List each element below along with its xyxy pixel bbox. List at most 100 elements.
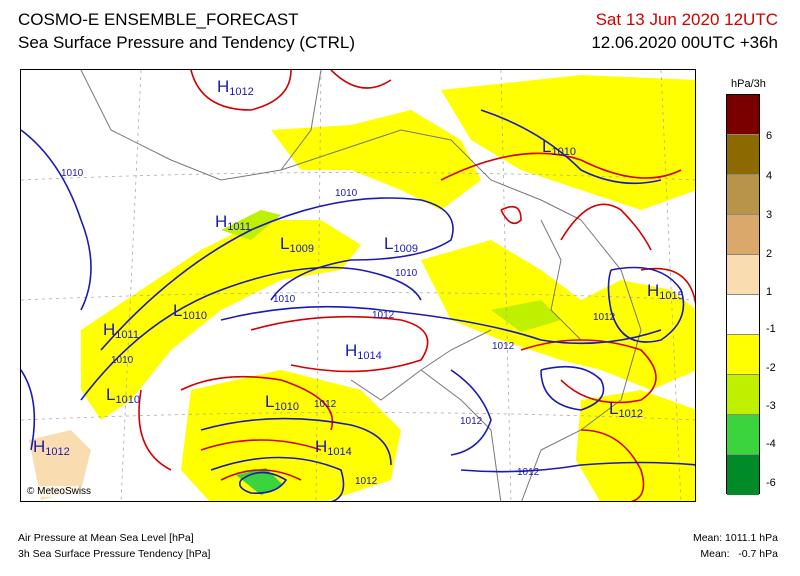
tendency-area	[421, 240, 695, 390]
legend-swatch	[727, 335, 759, 375]
isobar-label: 1012	[517, 467, 540, 478]
chart-title: COSMO-E ENSEMBLE_FORECAST	[18, 10, 299, 29]
isobar-label: 1010	[111, 355, 134, 366]
isobar	[138, 389, 172, 471]
border-line	[521, 219, 642, 501]
isobar	[180, 375, 334, 431]
grid-line	[660, 70, 682, 501]
isobar	[220, 469, 302, 481]
isobar	[580, 429, 645, 501]
border-line	[540, 219, 582, 341]
valid-time: Sat 13 Jun 2020 12UTC	[595, 10, 778, 29]
isobar	[520, 339, 657, 404]
grid-line	[500, 70, 512, 501]
legend-tick: 3	[766, 209, 773, 221]
isobar	[100, 197, 454, 351]
tendency-area	[221, 210, 281, 240]
isobar	[200, 439, 322, 451]
pressure-low: L1009	[384, 234, 418, 255]
tendency-area	[576, 390, 695, 501]
legend-swatch	[727, 415, 759, 455]
isobar	[250, 315, 429, 373]
isobar	[460, 461, 695, 473]
run-time: 12.06.2020 00UTC +36h	[591, 33, 778, 52]
isobar-label: 1010	[273, 294, 296, 305]
forecast-map: 1010 1010 1010 1010 1010 1012 1012 1012 …	[20, 69, 696, 502]
grid-line	[21, 292, 695, 301]
isobar	[607, 266, 685, 343]
pressure-high: H1012	[217, 77, 254, 98]
isobar	[200, 417, 392, 466]
isobar-label: 1012	[593, 312, 616, 323]
isobar	[500, 205, 522, 225]
isobar	[190, 70, 292, 111]
grid-line	[120, 70, 142, 501]
country-borders	[80, 70, 642, 501]
border-line	[420, 369, 502, 501]
pressure-low: L1010	[542, 137, 576, 158]
legend-tick: 4	[766, 170, 773, 182]
pressure-low: L1009	[280, 234, 314, 255]
tendency-area	[491, 300, 561, 332]
isobar	[210, 456, 345, 501]
tendency-area	[181, 370, 401, 501]
legend-swatch	[727, 175, 759, 215]
isobar-label: 1010	[335, 188, 358, 199]
isobar	[220, 305, 662, 345]
isobar-label: 1010	[61, 168, 84, 179]
legend-swatch	[727, 455, 759, 495]
legend-swatch	[727, 295, 759, 335]
pressure-high: H1015	[647, 281, 684, 302]
pressure-high: H1014	[345, 341, 382, 362]
legend-tick: -2	[766, 362, 776, 374]
isobar	[21, 129, 92, 311]
legend-tick: -6	[766, 477, 776, 489]
grid-line	[315, 70, 322, 501]
legend-tick: -1	[766, 323, 776, 335]
meteoswiss-credit: © MeteoSwiss	[25, 486, 94, 497]
legend-tick: -3	[766, 400, 776, 412]
isobar	[540, 365, 605, 411]
pressure-low: L1012	[609, 399, 643, 420]
grid-line	[21, 172, 695, 181]
footer-pressure-label: Air Pressure at Mean Sea Level [hPa]	[18, 532, 194, 544]
isobar	[440, 152, 682, 181]
isobar	[640, 267, 695, 305]
isobar-label: 1012	[492, 341, 515, 352]
tendency-area	[29, 430, 91, 500]
isobars-high	[138, 70, 695, 501]
pressure-high: H1012	[33, 437, 70, 458]
isobar	[560, 203, 652, 251]
pressure-high: H1014	[315, 437, 352, 458]
legend-swatch	[727, 95, 759, 135]
legend-tick: 1	[766, 286, 773, 298]
isobar-label: 1012	[314, 399, 337, 410]
isobar	[330, 70, 392, 89]
grid-line	[21, 412, 695, 421]
tendency-area	[271, 110, 481, 210]
legend-tick: 2	[766, 248, 773, 260]
isobar-label: 1010	[395, 268, 418, 279]
isobar-label: 1012	[372, 310, 395, 321]
pressure-high: H1011	[103, 320, 139, 341]
tendency-area	[236, 468, 283, 495]
legend-title: hPa/3h	[731, 78, 766, 90]
legend-tick: -4	[766, 438, 776, 450]
isobar-label: 1012	[460, 416, 483, 427]
isobar	[21, 369, 36, 451]
legend-swatch	[727, 255, 759, 295]
footer-mean-pressure: Mean: 1011.1 hPa	[692, 532, 778, 544]
pressure-low: L1010	[173, 301, 207, 322]
tendency-legend	[726, 94, 760, 495]
isobar-label: 1012	[355, 476, 378, 487]
chart-subtitle: Sea Surface Pressure and Tendency (CTRL)	[18, 33, 356, 52]
legend-swatch	[727, 215, 759, 255]
footer-mean-tendency: Mean: -0.7 hPa	[700, 548, 778, 560]
isobar	[238, 471, 288, 495]
isobar	[80, 266, 422, 401]
pressure-low: L1010	[106, 385, 140, 406]
isobar	[450, 369, 492, 456]
legend-swatch	[727, 135, 759, 175]
legend-tick: 6	[766, 130, 773, 142]
isobars	[21, 109, 695, 501]
